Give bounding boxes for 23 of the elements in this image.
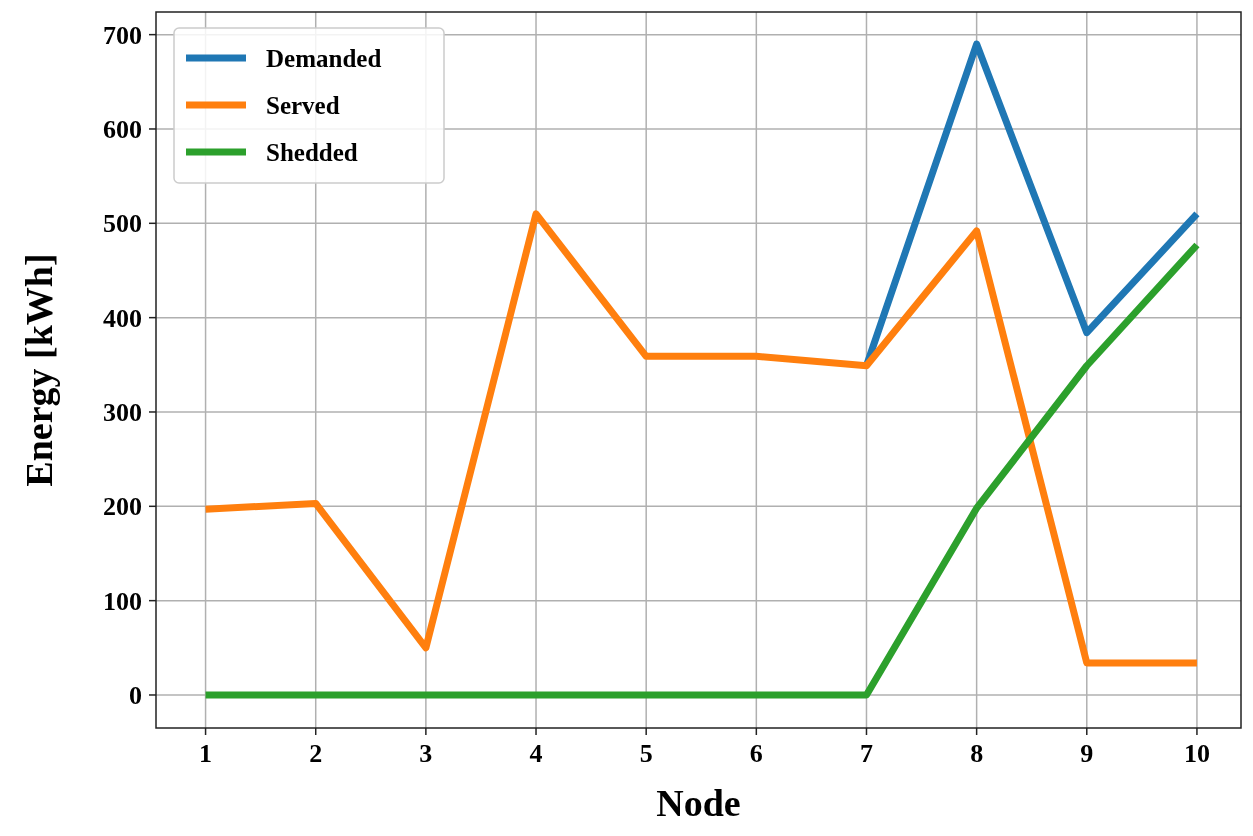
x-tick-label: 6 xyxy=(749,739,763,768)
x-tick-label: 4 xyxy=(529,739,543,768)
y-tick-label: 300 xyxy=(103,398,142,428)
y-tick-label: 500 xyxy=(103,209,142,239)
x-tick-label: 2 xyxy=(309,739,323,768)
x-tick-label: 8 xyxy=(970,739,984,768)
x-axis-title: Node xyxy=(656,782,741,824)
x-tick-label: 7 xyxy=(859,739,873,768)
y-axis-title: Energy [kWh] xyxy=(18,253,60,487)
legend-label: Shedded xyxy=(266,138,358,166)
y-tick-label: 600 xyxy=(103,115,142,145)
x-tick-label: 9 xyxy=(1080,739,1094,768)
y-tick-label: 100 xyxy=(103,586,142,616)
y-tick-label: 400 xyxy=(103,303,142,333)
x-tick-label: 3 xyxy=(419,739,433,768)
y-tick-label: 700 xyxy=(103,20,142,50)
legend-label: Served xyxy=(266,91,340,119)
x-tick-label: 5 xyxy=(639,739,653,768)
x-tick-label: 10 xyxy=(1183,739,1210,768)
legend-label: Demanded xyxy=(266,44,382,72)
x-tick-label: 1 xyxy=(199,739,213,768)
y-tick-label: 200 xyxy=(103,492,142,522)
y-tick-label: 0 xyxy=(129,681,142,711)
